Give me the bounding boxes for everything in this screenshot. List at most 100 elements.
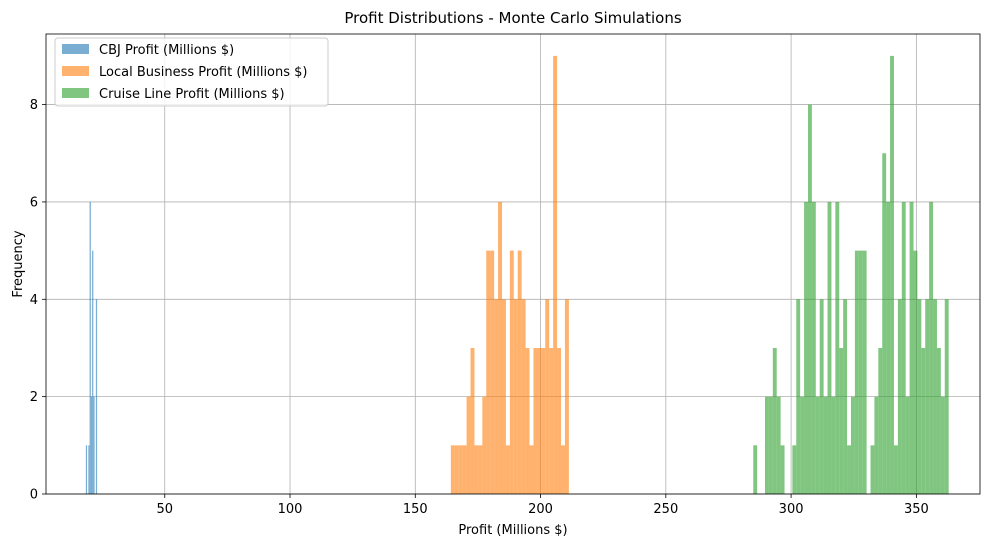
histogram-bar [509,250,514,494]
histogram-bar [870,445,875,494]
histogram-bar [897,299,902,494]
y-axis-label: Frequency [11,230,26,297]
histogram-bar [545,299,550,494]
histogram-bar [874,396,879,494]
histogram-bar [458,445,463,494]
axes-frame [45,33,981,495]
histogram-bar [768,396,773,494]
histogram-bar [925,299,930,494]
x-axis-label: Profit (Millions $) [458,523,567,538]
legend-swatch [62,66,89,76]
histogram-bar [819,299,824,494]
histogram-bar [901,201,906,494]
histogram-bar [517,250,522,494]
histogram-bar [521,299,526,494]
histogram-bar [450,445,455,494]
histogram-bar [525,347,530,494]
histogram-bar [498,201,503,494]
histogram-bar [486,250,491,494]
histogram-bar [474,445,479,494]
histogram-bar [878,347,883,494]
histogram-bar [905,396,910,494]
histogram-bar [929,201,934,494]
histogram-bar [936,347,941,494]
x-tick-label: 250 [653,502,678,517]
histogram-bar [553,55,558,495]
histogram-bar [835,201,840,494]
series-1-bars [85,201,98,494]
chart-title: Profit Distributions - Monte Carlo Simul… [344,9,682,27]
x-tick-label: 350 [904,502,929,517]
histogram-bar [502,299,506,494]
histogram-bar [564,299,569,494]
x-tick-label: 300 [779,502,804,517]
legend-swatch [62,88,89,98]
histogram-bar [831,396,836,494]
histogram-bar [909,201,914,494]
legend-swatch [62,44,89,54]
histogram-bar [823,396,828,494]
histogram-bar [804,201,808,494]
histogram-bar [85,445,88,494]
ticks-layer: 50 100 150 200 250 300 350 0 2 4 6 8 [30,98,929,517]
histogram-bar [462,445,467,494]
histogram-bar [792,445,797,494]
histogram-bar [454,445,459,494]
y-tick-label: 8 [30,98,38,113]
histogram-bar [490,250,495,494]
histogram-bar [470,347,475,494]
series-3-bars [753,55,949,495]
histogram-bar [772,347,777,494]
series-2-bars [450,55,569,495]
histogram-bar [940,396,945,494]
legend-label: Cruise Line Profit (Millions $) [99,87,285,102]
y-tick-label: 6 [30,195,38,210]
histogram-bar [893,445,898,494]
histogram-bar [944,299,949,494]
histogram-bar [811,201,816,494]
histogram-bar [843,299,848,494]
histogram-bar [850,396,855,494]
histogram-bar [847,445,851,494]
histogram-bar [513,299,518,494]
histogram-bar [482,396,487,494]
histogram-bar [933,299,937,494]
legend-label: CBJ Profit (Millions $) [99,43,234,58]
y-tick-label: 0 [30,488,38,503]
histogram-bar [494,299,499,494]
histogram-bar [858,250,863,494]
histogram-bar [764,396,769,494]
histogram-bar [780,445,785,494]
histogram-bar [549,347,554,494]
legend: CBJ Profit (Millions $) Local Business Pr… [54,37,329,107]
histogram-bar [796,299,801,494]
histogram-bar [890,55,894,495]
histogram-bar [913,250,918,494]
histogram-bar [827,201,832,494]
x-tick-label: 100 [278,502,303,517]
histogram-bar [921,347,926,494]
y-tick-label: 2 [30,390,38,405]
bars-layer [85,55,949,495]
histogram-bar [89,201,91,494]
histogram-bar [478,445,483,494]
histogram-bar [800,396,805,494]
histogram-bar [466,396,471,494]
histogram-bar [90,396,93,494]
histogram-bar [529,445,534,494]
histogram-bar [561,445,565,494]
histogram-bar [541,347,546,494]
histogram-bar [882,153,887,494]
plot-border [45,33,981,495]
histogram-bar [776,396,781,494]
histogram-bar [839,347,844,494]
histogram-bar [807,104,812,495]
histogram-bar [886,201,891,494]
histogram-bar [753,445,758,494]
histogram-bar [815,396,820,494]
y-tick-label: 4 [30,293,38,308]
histogram-bar [93,396,95,494]
x-tick-label: 200 [528,502,553,517]
